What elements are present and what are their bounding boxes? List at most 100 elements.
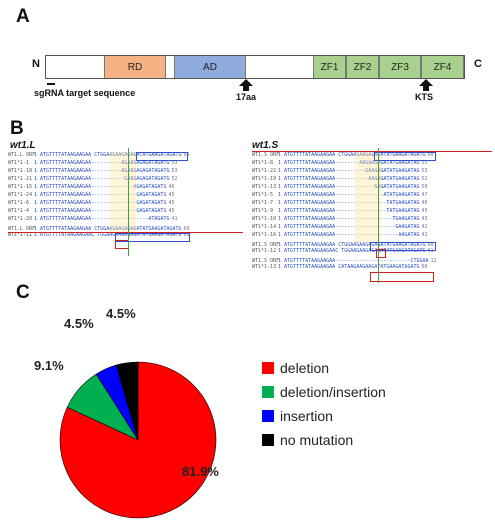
wt1s-row: WT1*1-10 1 ATGTTTTATAAGAAGAA-------------… (252, 216, 428, 223)
wt1l-row-seq: 1 ATGTTTTATAAGAAGAA---------------GAGATA… (34, 200, 167, 206)
wt1s-row-num: 46 (421, 200, 428, 206)
pie-label-deletion-insertion: 9.1% (34, 358, 64, 373)
wt1l-row-name: WT1*1-4 (8, 208, 30, 214)
wt1s-row-name: WT1*1-10 (252, 216, 277, 222)
wt1s-row-name: WT1*1-14 (252, 224, 277, 230)
wt1l-row-name: WT1.L ORF (8, 152, 36, 158)
domain-rd: RD (104, 56, 166, 78)
wt1l-row: WT1*1-24 1 ATGTTTTATAAGAAGAA-------------… (8, 192, 174, 199)
wt1l-row-seq: 1 ATGTTTTATAAGAAGAA-------------------AT… (34, 216, 170, 222)
wt1s-row-name: WT1*1-13 (252, 264, 277, 270)
legend-swatch-insertion (262, 410, 274, 422)
wt1l-row-name: WT1*1-1 (8, 160, 30, 166)
wt1s-row: WT1*1-22 1 ATGTTTTATAAGAAGAA----------GAA… (252, 168, 428, 175)
legend-deletion: deletion (262, 360, 329, 376)
wt1l-row-seq: 1 ATGTTTTATAAGAAGAA----------AGAAGAGAGAT… (34, 168, 170, 174)
wt1s-row: WT1*1-12 1 ATGTTTTATAAGAAGAAC TGGAAGAAGAG… (252, 248, 434, 255)
wt1l-row-seq: 1 ATGTTTTATAAGAAGAA---------------GAGATA… (34, 192, 167, 198)
wt1s-insert-box (376, 249, 386, 258)
wt1s-row: WT1.S ORF1 ATGTTTTATAAGAAGAA------------… (252, 258, 437, 265)
pie-label-no-mutation: 4.5% (106, 306, 136, 321)
wt1s-row-num: 60 (421, 264, 428, 270)
arrow-17aa-icon (239, 79, 253, 91)
wt1s-cut-line (378, 148, 379, 283)
wt1s-row-seq: 1 ATGTTTTATAAGAAGAA-------------GAGATATG… (278, 184, 420, 190)
wt1l-row-num: 61 (183, 232, 190, 238)
wt1s-row-name: WT1.S ORF (252, 258, 280, 264)
pie-label-deletion: 81.9% (182, 464, 219, 479)
legend-swatch-deletion (262, 362, 274, 374)
wt1s-row-seq: 1 ATGTTTTATAAGAAGAA--------------------G… (278, 224, 420, 230)
wt1s-alignment: WT1.S ORF1 ATGTTTTATAAGAAGAA CTGGAAGAAGA… (252, 152, 492, 292)
wt1l-row: WT1*1-21 1 ATGTTTTATAAGAAGAA-----------GA… (8, 176, 178, 183)
wt1s-row-num: 60 (427, 242, 434, 248)
mutation-pie-chart (59, 361, 217, 519)
wt1s-row-name: WT1*1-8 (252, 160, 274, 166)
wt1s-row-seq: 1 ATGTTTTATAAGAAGAA-----------------TATG… (278, 200, 420, 206)
wt1s-pam-box-mid (370, 242, 436, 251)
wt1s-row-name: WT1*1-13 (252, 184, 277, 190)
wt1l-red-line (8, 232, 243, 233)
wt1s-row-name: WT1*1-22 (252, 168, 277, 174)
domain-zf3: ZF3 (379, 56, 421, 78)
wt1s-row-num: 42 (421, 224, 428, 230)
wt1l-row-seq: 1 ATGTTTTATAAGAAGAA---------------GAGATA… (34, 208, 167, 214)
wt1l-row-seq: 1 ATGTTTTATAAGAAGAA-----------GAAGAGAGAT… (34, 176, 170, 182)
domain-ad: AD (174, 56, 246, 78)
wt1s-row-seq: 1 ATGTTTTATAAGAAGAA-------------------TG… (278, 216, 420, 222)
wt1l-row-seq: 1 ATGTTTTATAAGAAGAAC TGGAAGAAGAGAGATATGA… (34, 232, 182, 238)
sgrna-marker (47, 83, 55, 85)
wt1l-target-highlight (110, 152, 136, 232)
wt1l-row-num: 41 (171, 216, 178, 222)
wt1s-row: WT1*1-13 1 ATGTTTTATAAGAAGAA CATAAGAAGAAG… (252, 264, 428, 271)
pie-label-insertion: 4.5% (64, 316, 94, 331)
wt1s-row-name: WT1.S ORF (252, 152, 280, 158)
wt1l-row: WT1.L ORF1 ATGTTTTATAAGAAGAA CTGGAAGAAGA… (8, 226, 190, 233)
legend-label-insertion: insertion (280, 408, 333, 424)
wt1l-row-num: 53 (171, 168, 178, 174)
wt1l-row-seq: 1 ATGTTTTATAAGAAGAA----------AGAAGAGAGAT… (34, 160, 170, 166)
wt1s-row-seq: 1 ATGTTTTATAAGAAGAA-----------AAGAGATATG… (278, 176, 420, 182)
legend-label-deletion: deletion (280, 360, 330, 376)
arrow-17aa-label: 17aa (236, 92, 257, 102)
wt1l-row-name: WT1*1-20 (8, 216, 33, 222)
wt1s-row-seq: 1 ATGTTTTATAAGAAGAA-----------------TATG… (278, 208, 420, 214)
wt1l-row-name: WT1*1-11 (8, 232, 33, 238)
wt1s-row-num: 55 (421, 160, 428, 166)
wt1l-row-num: 60 (183, 226, 190, 232)
protein-domain-bar: RD AD ZF1 ZF2 ZF3 ZF4 (45, 55, 465, 79)
wt1l-row-num: 52 (171, 176, 178, 182)
wt1s-row-seq: 1 ATGTTTTATAAGAAGAAC TGGAAGAAGAGAGATATGA… (278, 248, 426, 254)
domain-zf2: ZF2 (346, 56, 379, 78)
wt1s-row: WT1.S ORF1 ATGTTTTATAAGAAGAA CTGGAAGAAGA… (252, 242, 434, 249)
wt1s-row-num: 53 (421, 168, 428, 174)
wt1s-row-num: 47 (421, 192, 428, 198)
wt1l-row-name: WT1*1-21 (8, 176, 33, 182)
legend-no-mutation: no mutation (262, 432, 353, 448)
wt1s-row-num: 60 (427, 152, 434, 158)
wt1l-row-name: WT1*1-18 (8, 168, 33, 174)
legend-label-no-mutation: no mutation (280, 432, 354, 448)
wt1s-row-seq: 1 ATGTTTTATAAGAAGAA CTGGAAGAAGAGAGATATGA… (278, 152, 426, 158)
wt1l-row: WT1*1-4 1 ATGTTTTATAAGAAGAA--------------… (8, 208, 174, 215)
wt1s-row-num: 41 (421, 232, 428, 238)
wt1l-row-seq: 1 ATGTTTTATAAGAAGAA CTGGAAGAAGAGAGATATGA… (34, 152, 182, 158)
wt1s-row-num: 43 (421, 216, 428, 222)
wt1l-alignment: WT1.L ORF1 ATGTTTTATAAGAAGAA CTGGAAGAAGA… (8, 152, 243, 264)
n-terminus-label: N (32, 58, 40, 70)
legend-deletion-insertion: deletion/insertion (262, 384, 386, 400)
legend-swatch-no-mutation (262, 434, 274, 446)
domain-zf1: ZF1 (313, 56, 346, 78)
wt1s-target-highlight (355, 152, 381, 242)
wt1l-row-name: WT1*1-6 (8, 200, 30, 206)
wt1l-row: WT1*1-1 1 ATGTTTTATAAGAAGAA----------AGAA… (8, 160, 178, 167)
wt1s-row: WT1.S ORF1 ATGTTTTATAAGAAGAA CTGGAAGAAGA… (252, 152, 434, 159)
wt1s-row-name: WT1*1-19 (252, 176, 277, 182)
wt1s-pam-box-top (374, 152, 436, 161)
wt1s-row-num: 45 (421, 208, 428, 214)
wt1s-row-name: WT1.S ORF (252, 242, 280, 248)
wt1s-row-num: 12 (430, 258, 437, 264)
wt1l-row: WT1*1-18 1 ATGTTTTATAAGAAGAA----------AGA… (8, 168, 178, 175)
legend-insertion: insertion (262, 408, 333, 424)
c-terminus-label: C (474, 58, 482, 70)
